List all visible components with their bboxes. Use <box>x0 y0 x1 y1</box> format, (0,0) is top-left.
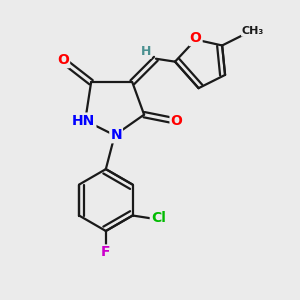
Text: O: O <box>190 31 202 45</box>
Text: O: O <box>171 114 182 128</box>
Text: F: F <box>101 245 111 260</box>
Text: HN: HN <box>72 114 95 128</box>
Text: N: N <box>110 128 122 142</box>
Text: H: H <box>140 45 151 58</box>
Text: Cl: Cl <box>151 212 166 226</box>
Text: CH₃: CH₃ <box>242 26 264 36</box>
Text: O: O <box>57 53 69 67</box>
